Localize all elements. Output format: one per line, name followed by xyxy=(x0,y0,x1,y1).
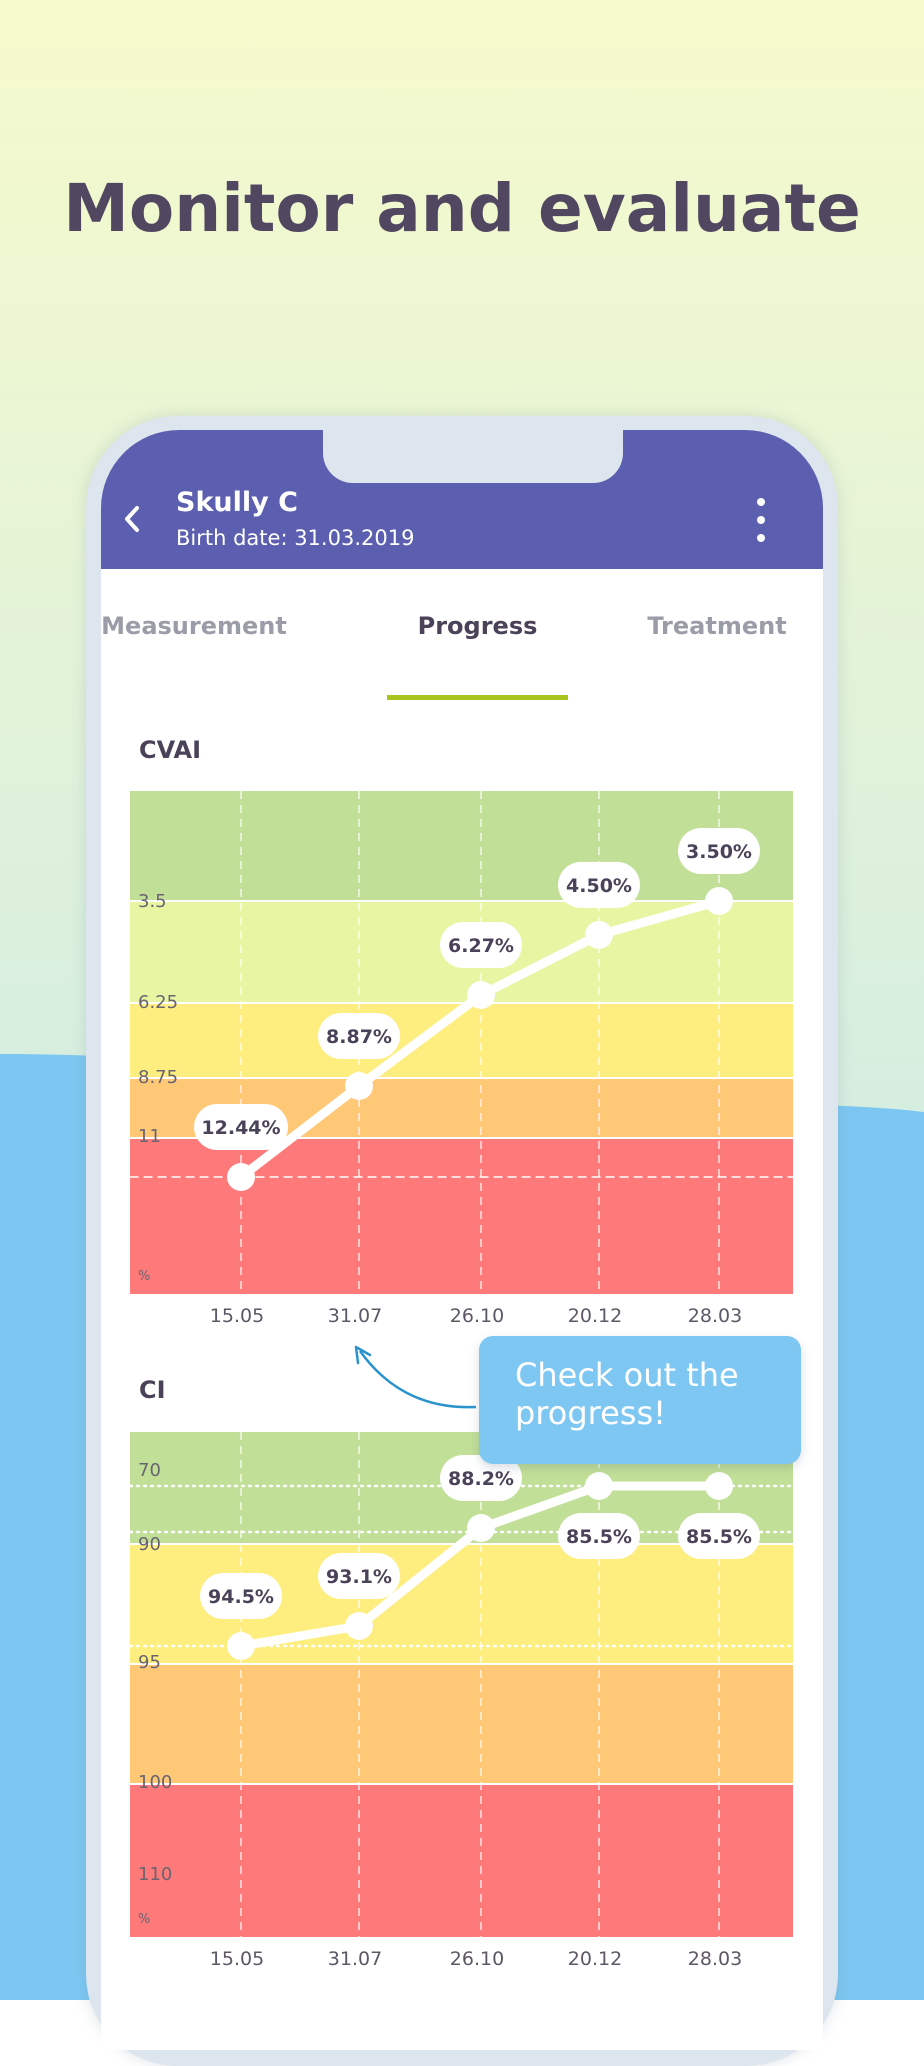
ci-title: CI xyxy=(139,1376,166,1404)
value-label: 4.50% xyxy=(566,875,632,897)
x-tick-label: 28.03 xyxy=(688,1305,742,1327)
value-label: 6.27% xyxy=(448,935,514,957)
unit-label: % xyxy=(138,1912,150,1927)
value-pill xyxy=(194,1104,288,1150)
active-tab-indicator xyxy=(387,695,568,700)
value-label: 94.5% xyxy=(208,1586,274,1608)
data-point xyxy=(227,1632,255,1660)
value-label: 85.5% xyxy=(686,1526,752,1548)
data-point xyxy=(345,1612,373,1640)
value-label: 12.44% xyxy=(201,1117,280,1139)
data-point xyxy=(227,1163,255,1191)
band-label: 8.75 xyxy=(138,1067,178,1088)
band-label: 110 xyxy=(138,1864,172,1885)
x-tick-label: 31.07 xyxy=(328,1305,382,1327)
data-point xyxy=(345,1072,373,1100)
band-4 xyxy=(130,1902,793,1937)
more-vertical-icon[interactable] xyxy=(749,498,773,542)
phone-notch xyxy=(323,430,623,483)
phone-screen: Skully C Birth date: 31.03.2019 Measurem… xyxy=(101,430,823,2050)
band-2 xyxy=(130,1664,793,1784)
value-label: 85.5% xyxy=(566,1526,632,1548)
value-label: 3.50% xyxy=(686,841,752,863)
band-label: 90 xyxy=(138,1534,161,1555)
x-tick-label: 20.12 xyxy=(568,1305,622,1327)
value-pill xyxy=(200,1573,282,1619)
cvai-title: CVAI xyxy=(139,736,202,764)
data-point xyxy=(585,1472,613,1500)
patient-name: Skully C xyxy=(176,487,298,518)
band-label: 95 xyxy=(138,1652,161,1673)
band-label: 6.25 xyxy=(138,992,178,1013)
value-pill xyxy=(678,828,760,874)
x-tick-label: 28.03 xyxy=(688,1948,742,1970)
x-tick-label: 20.12 xyxy=(568,1948,622,1970)
value-pill xyxy=(440,922,522,968)
x-tick-label: 15.05 xyxy=(210,1305,264,1327)
cvai-chart: 3.5 6.25 8.75 11% 12.44% 8.87% 6.27% 4.50% 3.50%… xyxy=(130,791,793,1327)
data-point xyxy=(467,981,495,1009)
band-label: 100 xyxy=(138,1772,172,1793)
band-label: 3.5 xyxy=(138,891,167,912)
x-tick-label: 15.05 xyxy=(210,1948,264,1970)
tab-progress[interactable]: Progress xyxy=(417,612,538,640)
value-pill xyxy=(440,1455,522,1501)
value-pill xyxy=(318,1553,400,1599)
data-point xyxy=(467,1514,495,1542)
x-tick-label: 31.07 xyxy=(328,1948,382,1970)
ci-chart: 70 90 95 100 110% 94.5% 93.1% 88.2% 85.5% 85.5% 15… xyxy=(130,1432,793,1970)
back-button[interactable] xyxy=(115,502,149,536)
headline: Monitor and evaluate xyxy=(63,170,861,247)
band-label: 70 xyxy=(138,1460,161,1481)
tab-treatment[interactable]: Treatment xyxy=(647,612,787,640)
value-label: 93.1% xyxy=(326,1566,392,1588)
value-pill xyxy=(558,861,640,908)
value-pill xyxy=(558,1513,640,1559)
band-label: 11 xyxy=(138,1126,161,1147)
unit-label: % xyxy=(138,1269,150,1284)
value-pill xyxy=(318,1013,400,1059)
progress-callout: Check out the progress! xyxy=(479,1336,801,1464)
tab-measurement[interactable]: Measurement xyxy=(101,612,287,640)
data-point xyxy=(705,887,733,915)
band-4 xyxy=(130,1138,793,1294)
value-label: 8.87% xyxy=(326,1026,392,1048)
birth-date: Birth date: 31.03.2019 xyxy=(176,526,415,550)
curved-arrow-icon xyxy=(354,1345,477,1409)
value-label: 88.2% xyxy=(448,1468,514,1490)
chevron-left-icon xyxy=(125,506,139,532)
band-3 xyxy=(130,1784,793,1902)
tab-bar: Measurement Progress Treatment xyxy=(101,612,823,702)
data-point xyxy=(705,1472,733,1500)
value-pill xyxy=(678,1513,760,1559)
data-point xyxy=(585,920,613,949)
x-tick-label: 26.10 xyxy=(450,1948,504,1970)
x-tick-label: 26.10 xyxy=(450,1305,504,1327)
